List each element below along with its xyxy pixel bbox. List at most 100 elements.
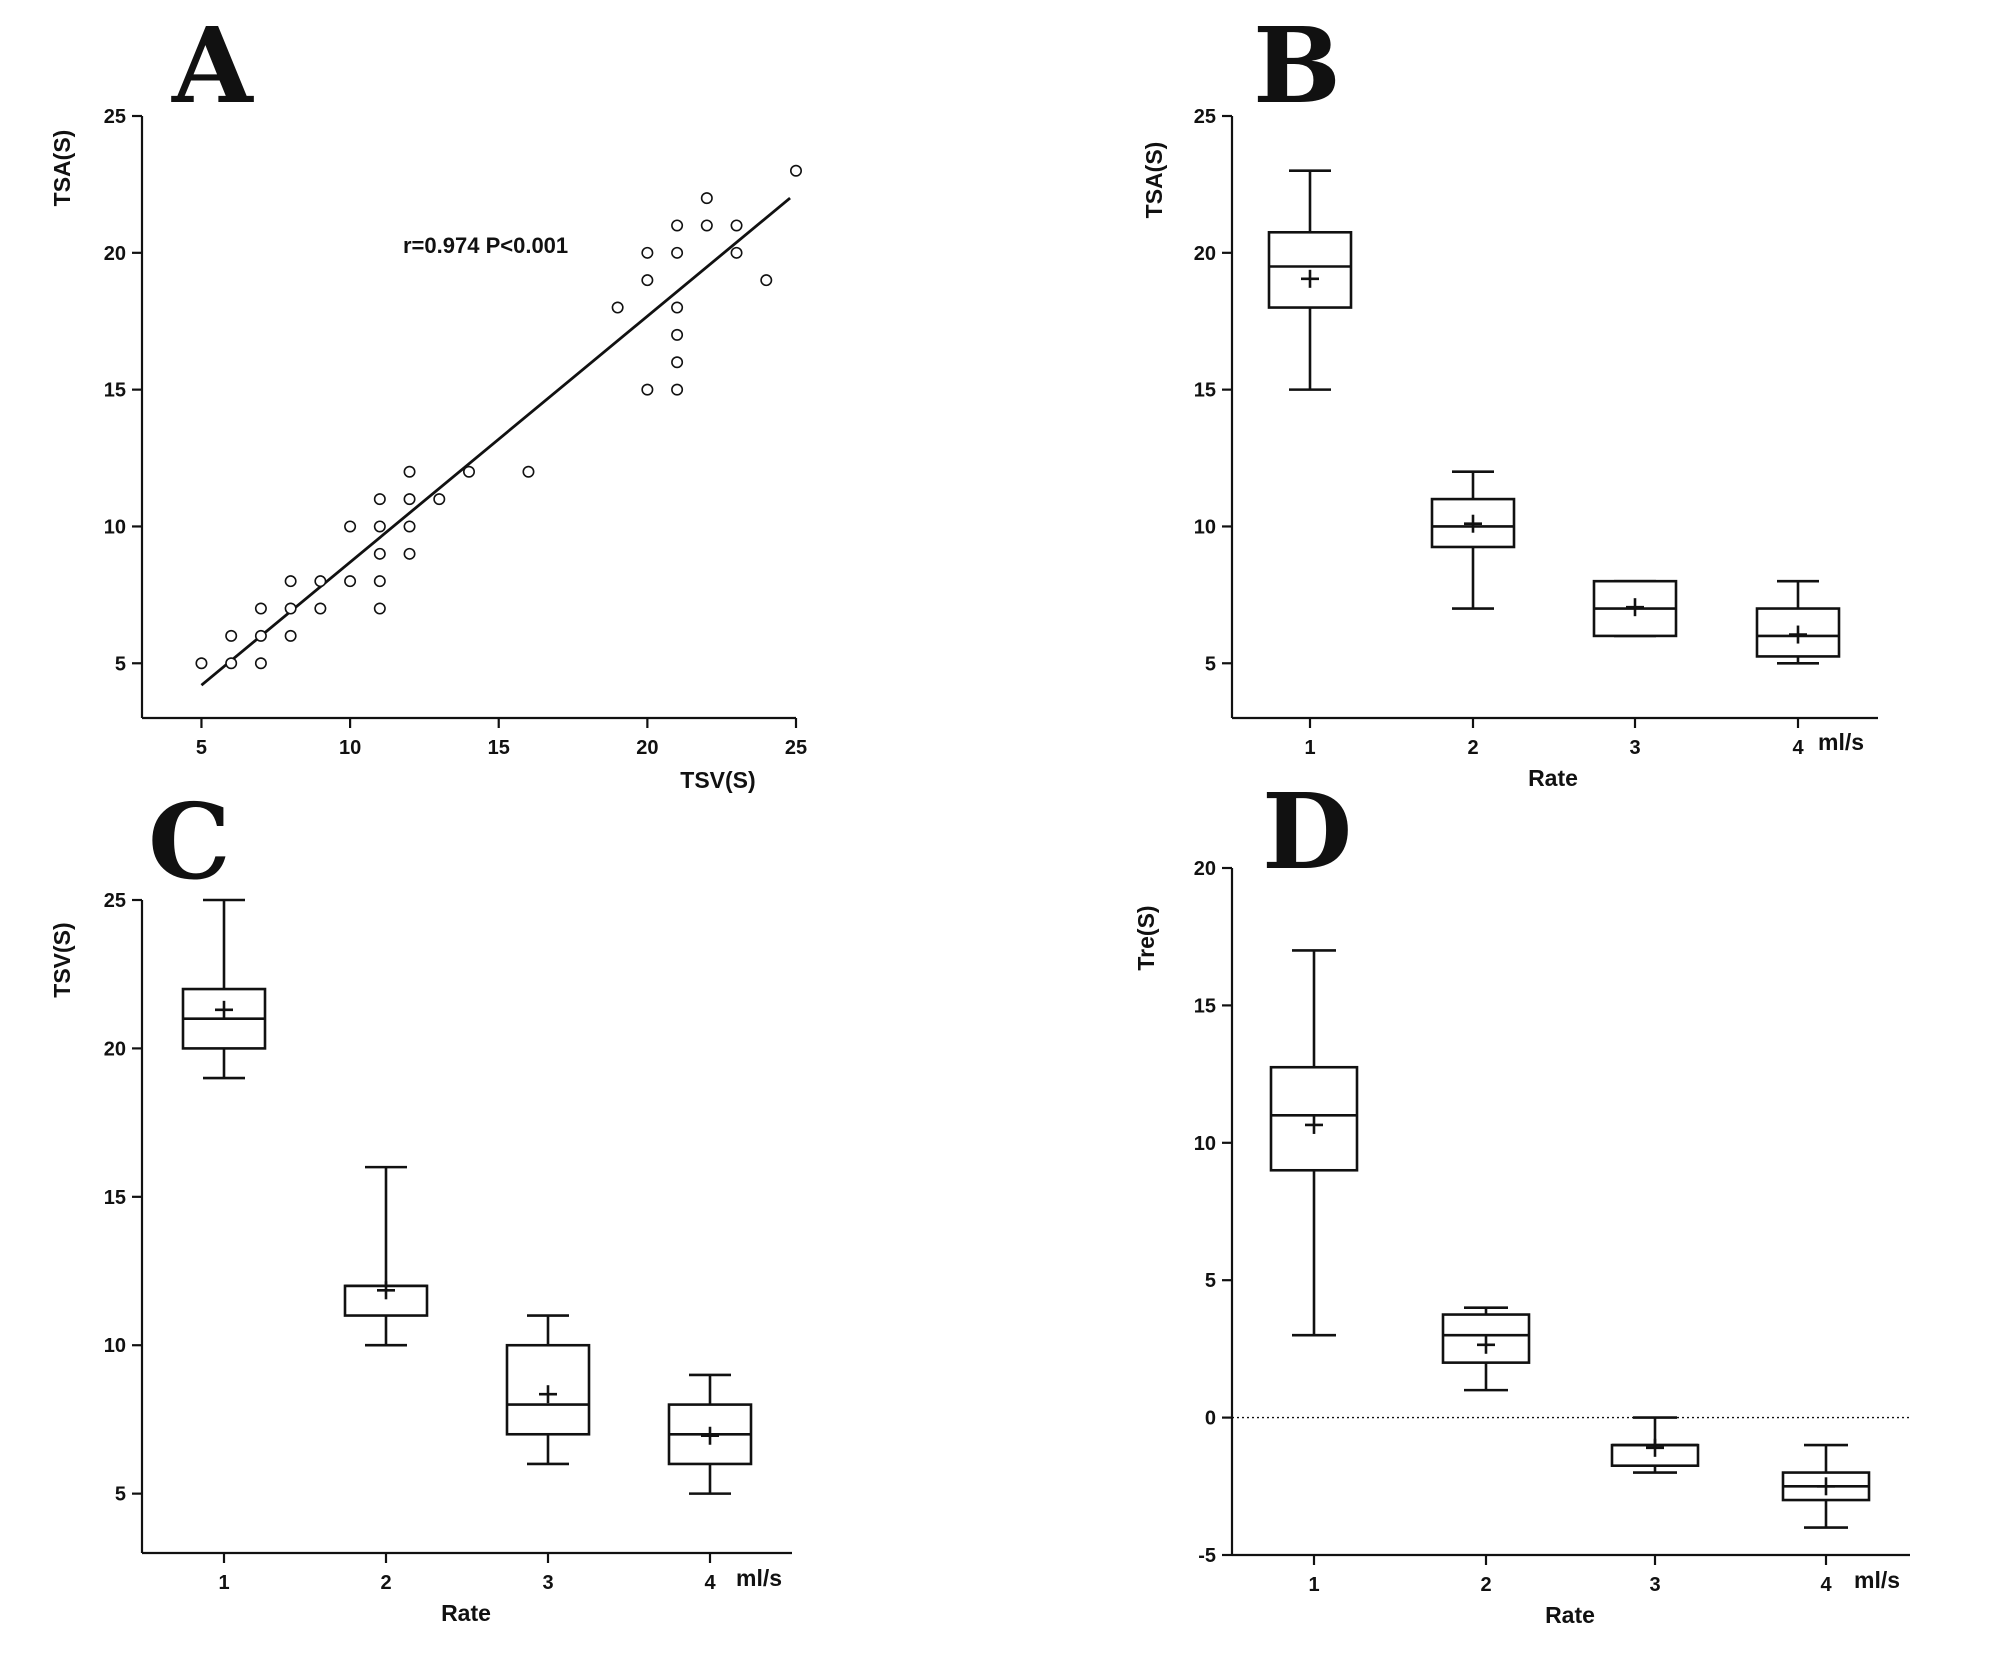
panel-letter: A xyxy=(171,4,254,127)
x-tick-label: 2 xyxy=(1480,1574,1491,1596)
x-tick-label: 5 xyxy=(196,737,207,759)
x-tick-label: 4 xyxy=(1792,737,1804,759)
x-tick-label: 1 xyxy=(1308,1574,1319,1596)
y-tick-label: 25 xyxy=(104,106,126,128)
data-point xyxy=(254,602,267,615)
x-unit-label: ml/s xyxy=(736,1565,782,1591)
data-point xyxy=(373,602,386,615)
y-axis-title: TSA(S) xyxy=(49,130,75,207)
data-point xyxy=(700,192,713,205)
x-tick-label: 3 xyxy=(1629,737,1640,759)
y-tick-label: 20 xyxy=(104,1038,126,1060)
data-point xyxy=(611,301,624,314)
data-point xyxy=(225,657,238,670)
data-point xyxy=(671,246,684,259)
y-axis-title: Tre(S) xyxy=(1133,905,1159,970)
y-axis-title: TSA(S) xyxy=(1141,142,1167,219)
x-tick-label: 1 xyxy=(1304,737,1315,759)
x-tick-label: 20 xyxy=(636,737,658,759)
data-point xyxy=(344,520,357,533)
y-tick-label: 5 xyxy=(115,1484,126,1506)
data-point xyxy=(641,383,654,396)
y-tick-label: 5 xyxy=(115,653,126,675)
data-point xyxy=(671,301,684,314)
data-point xyxy=(403,465,416,478)
data-point xyxy=(225,629,238,642)
data-point xyxy=(373,547,386,560)
data-point xyxy=(373,575,386,588)
data-point xyxy=(730,219,743,232)
y-axis-title: TSV(S) xyxy=(49,922,75,997)
panel-b-boxplot: B 5 10 15 20 25 TSA(S) 1 2 3 4 ml/s Rate xyxy=(1141,4,1878,791)
data-point xyxy=(284,575,297,588)
data-point xyxy=(284,629,297,642)
data-point xyxy=(671,219,684,232)
data-point xyxy=(373,493,386,506)
x-unit-label: ml/s xyxy=(1854,1567,1900,1593)
panel-letter: B xyxy=(1253,4,1341,127)
y-tick-label: -5 xyxy=(1198,1545,1216,1567)
y-tick-label: 15 xyxy=(1194,380,1216,402)
data-point xyxy=(671,356,684,369)
data-point xyxy=(284,602,297,615)
data-point xyxy=(403,493,416,506)
data-point xyxy=(314,575,327,588)
data-point xyxy=(195,657,208,670)
x-axis-title: TSV(S) xyxy=(680,767,755,793)
y-tick-label: 15 xyxy=(104,380,126,402)
data-point xyxy=(403,520,416,533)
data-point xyxy=(789,164,802,177)
y-tick-label: 15 xyxy=(1194,995,1216,1017)
data-point xyxy=(314,602,327,615)
data-point xyxy=(433,493,446,506)
data-point xyxy=(254,629,267,642)
x-tick-label: 3 xyxy=(542,1572,553,1594)
data-point xyxy=(462,465,475,478)
y-tick-label: 20 xyxy=(1194,243,1216,265)
data-point xyxy=(671,328,684,341)
y-tick-label: 20 xyxy=(104,243,126,265)
x-axis-title: Rate xyxy=(441,1600,491,1626)
x-tick-label: 1 xyxy=(218,1572,229,1594)
x-tick-label: 25 xyxy=(785,737,807,759)
x-tick-label: 3 xyxy=(1649,1574,1660,1596)
x-tick-label: 4 xyxy=(704,1572,716,1594)
y-tick-label: 10 xyxy=(104,1335,126,1357)
data-point xyxy=(730,246,743,259)
x-axis-title: Rate xyxy=(1545,1602,1595,1628)
y-tick-label: 15 xyxy=(104,1187,126,1209)
data-point xyxy=(254,657,267,670)
x-axis-title: Rate xyxy=(1528,765,1578,791)
y-tick-label: 25 xyxy=(1194,106,1216,128)
y-tick-label: 5 xyxy=(1205,653,1216,675)
data-point xyxy=(700,219,713,232)
y-tick-label: 10 xyxy=(104,516,126,538)
y-tick-label: 0 xyxy=(1205,1408,1216,1430)
data-point xyxy=(403,547,416,560)
panel-d-boxplot: D -5 0 5 10 15 20 Tre(S) 1 2 3 4 ml/s Rate xyxy=(1133,770,1910,1628)
correlation-annotation: r=0.974 P<0.001 xyxy=(403,233,568,258)
data-point xyxy=(522,465,535,478)
y-tick-label: 25 xyxy=(104,890,126,912)
y-tick-label: 10 xyxy=(1194,516,1216,538)
x-unit-label: ml/s xyxy=(1818,729,1864,755)
panel-c-boxplot: C 5 10 15 20 25 TSV(S) 1 2 3 4 ml/s Rate xyxy=(49,780,792,1626)
data-point xyxy=(671,383,684,396)
data-point xyxy=(641,246,654,259)
x-tick-label: 10 xyxy=(339,737,361,759)
data-point xyxy=(373,520,386,533)
x-tick-label: 15 xyxy=(488,737,510,759)
data-point xyxy=(641,274,654,287)
box-iqr xyxy=(1267,230,1353,309)
panel-a-scatter: A 5 10 15 20 25 TSA(S) 5 10 15 20 25 TSV(S) r=0.974 P… xyxy=(49,4,807,793)
panel-letter: D xyxy=(1262,770,1352,893)
panel-letter: C xyxy=(148,780,231,903)
y-tick-label: 20 xyxy=(1194,858,1216,880)
data-point xyxy=(344,575,357,588)
y-tick-label: 10 xyxy=(1194,1133,1216,1155)
x-tick-label: 2 xyxy=(1467,737,1478,759)
x-tick-label: 2 xyxy=(380,1572,391,1594)
regression-line xyxy=(200,197,791,687)
y-tick-label: 5 xyxy=(1205,1270,1216,1292)
